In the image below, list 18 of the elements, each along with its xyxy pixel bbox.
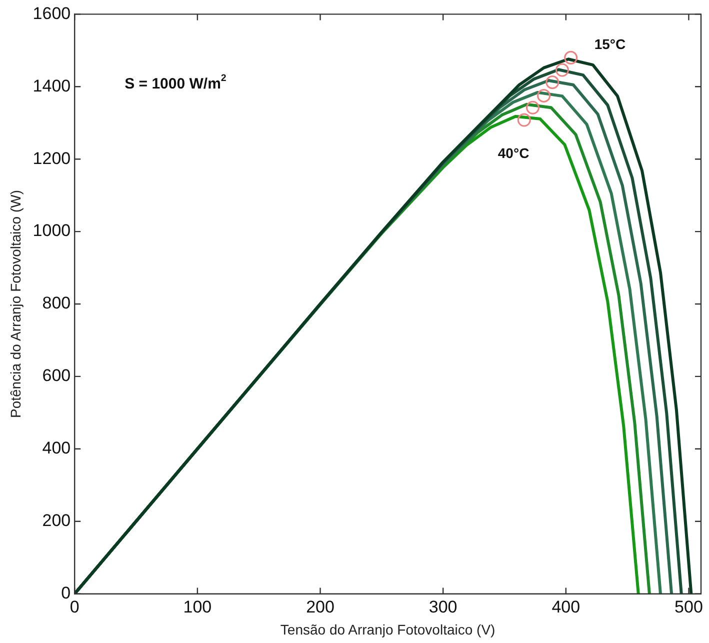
x-tick-label: 400 bbox=[552, 598, 580, 617]
y-tick-label: 1600 bbox=[32, 4, 71, 23]
series-label: 15°C bbox=[594, 36, 626, 52]
x-tick-label: 500 bbox=[674, 598, 703, 617]
y-tick-label: 400 bbox=[42, 438, 71, 458]
x-tick-label: 100 bbox=[183, 598, 212, 617]
y-tick-label: 1200 bbox=[32, 148, 71, 168]
x-tick-label: 200 bbox=[306, 598, 334, 617]
y-tick-label: 1000 bbox=[32, 221, 71, 240]
y-tick-label: 600 bbox=[42, 366, 71, 386]
y-tick-label: 800 bbox=[42, 294, 71, 313]
y-tick-label: 200 bbox=[42, 511, 71, 530]
x-axis-title: Tensão do Arranjo Fotovoltaico (V) bbox=[280, 621, 496, 638]
x-tick-label: 300 bbox=[428, 598, 458, 617]
y-tick-label: 0 bbox=[61, 583, 71, 602]
y-axis-title: Potência do Arranjo Fotovoltaico (W) bbox=[7, 190, 24, 418]
series-label: 40°C bbox=[498, 145, 530, 162]
y-tick-label: 1400 bbox=[32, 76, 71, 96]
